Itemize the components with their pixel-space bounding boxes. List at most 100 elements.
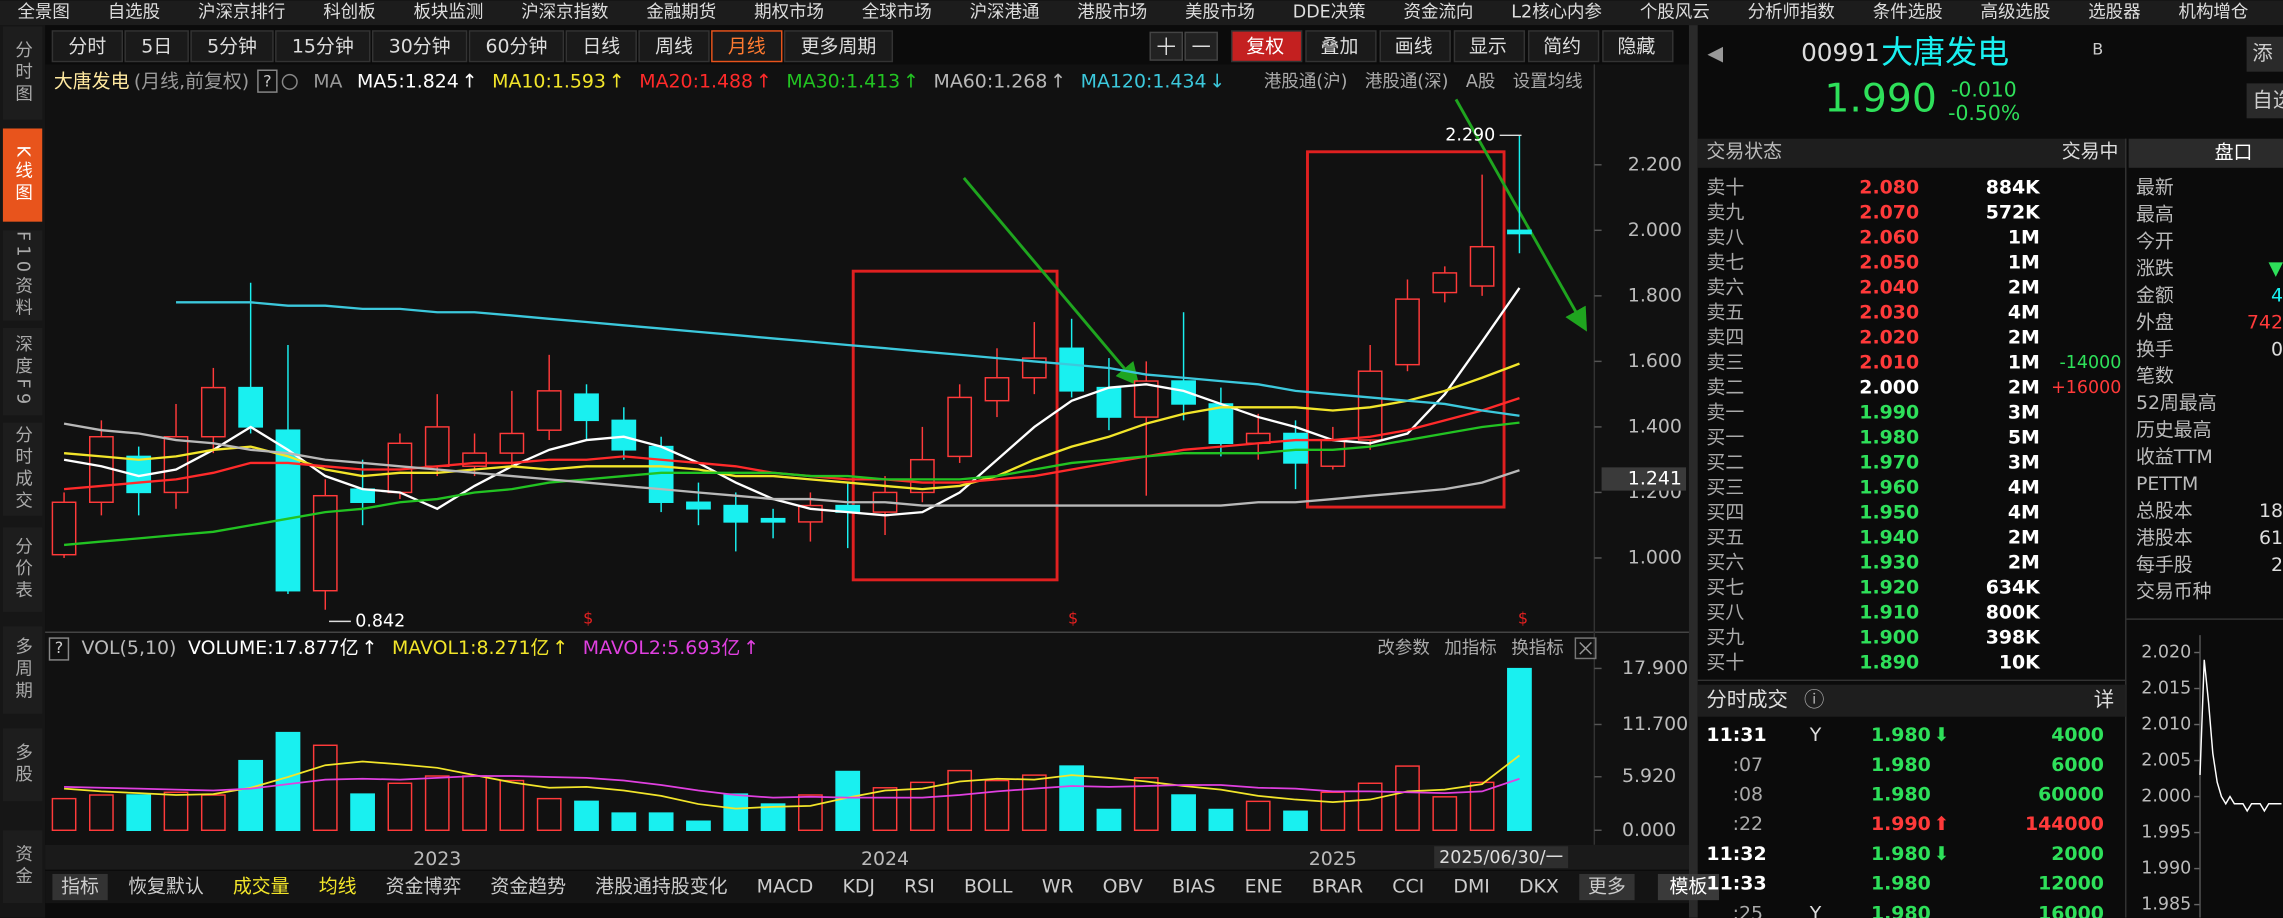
side-button[interactable] (2246, 83, 2283, 119)
header-link[interactable]: 设置均线 (1513, 72, 1583, 92)
indicator-tab[interactable]: MACD (757, 876, 814, 898)
indicator-tab[interactable]: KDJ (842, 876, 875, 898)
volume-link[interactable]: 换指标 (1511, 638, 1563, 658)
side-tab[interactable] (2, 626, 43, 714)
menu-item[interactable]: 科创板 (323, 3, 375, 23)
side-button[interactable] (2246, 36, 2283, 72)
indicator-tab[interactable]: 更多 (1588, 876, 1626, 898)
template-label[interactable]: 模板 (1670, 876, 1708, 898)
indicator-tab-box[interactable] (1579, 873, 1635, 901)
volume-link[interactable]: 改参数 (1377, 638, 1429, 658)
toolbar-button[interactable]: 显示 (1469, 35, 1507, 57)
period-tab-box[interactable] (783, 30, 894, 63)
period-tab[interactable]: 分时 (68, 35, 106, 57)
template-button[interactable] (1657, 873, 1720, 901)
indicator-tab[interactable]: WR (1042, 876, 1074, 898)
indicator-tab[interactable]: 港股通持股变化 (595, 876, 727, 898)
settings-icon[interactable] (281, 73, 298, 90)
menu-item[interactable]: 机构增仓 (2178, 3, 2248, 23)
period-tab[interactable]: 15分钟 (292, 35, 354, 57)
help-icon[interactable]: ? (263, 71, 272, 90)
period-tab[interactable]: 60分钟 (486, 35, 548, 57)
indicator-tab[interactable]: DMI (1453, 876, 1489, 898)
toolbar-box[interactable] (1231, 30, 1303, 63)
period-tab-box[interactable] (371, 30, 468, 63)
indicator-tab[interactable]: ENE (1245, 876, 1283, 898)
menu-item[interactable]: 沪深京指数 (521, 3, 608, 23)
menu-item[interactable]: 高级选股 (1981, 3, 2051, 23)
back-button[interactable]: ◀ (1707, 41, 1723, 65)
trades-info[interactable]: ⓘ (1804, 688, 1824, 712)
indicator-tab[interactable]: 恢复默认 (128, 876, 204, 898)
volume-link[interactable]: 加指标 (1444, 638, 1496, 658)
period-tab-box[interactable] (565, 30, 637, 63)
side-button-label[interactable]: 自选 (2252, 88, 2283, 112)
side-tab[interactable] (2, 728, 43, 802)
side-tab[interactable] (2, 128, 43, 222)
side-tab[interactable] (2, 527, 43, 612)
help-icon[interactable]: ? (55, 638, 64, 657)
side-tab[interactable] (2, 230, 43, 321)
close-button[interactable] (1574, 637, 1597, 660)
side-tab[interactable] (2, 422, 43, 516)
menu-item[interactable]: 美股市场 (1185, 3, 1255, 23)
toolbar-button[interactable]: 简约 (1543, 35, 1581, 57)
period-tab-box[interactable] (468, 30, 565, 63)
indicator-tab[interactable]: BRAR (1312, 876, 1363, 898)
toolbar-button[interactable]: 隐藏 (1617, 35, 1655, 57)
toolbar-box[interactable] (1305, 30, 1377, 63)
toolbar-box[interactable] (1453, 30, 1526, 63)
toolbar-button[interactable]: 画线 (1395, 35, 1433, 57)
side-button-label[interactable]: 添 (2252, 41, 2272, 65)
indicator-tab[interactable]: 指标 (61, 876, 99, 898)
period-tab-box[interactable] (711, 30, 783, 63)
indicator-tab[interactable]: BIAS (1172, 876, 1215, 898)
side-tab[interactable] (2, 327, 43, 416)
period-tab-box[interactable] (51, 30, 124, 63)
period-tab[interactable]: 更多周期 (801, 35, 877, 57)
menu-item[interactable]: 个股风云 (1640, 3, 1710, 23)
indicator-tab-box[interactable] (52, 873, 108, 901)
toolbar-box[interactable] (1602, 30, 1674, 63)
trades-detail[interactable]: 详 (2094, 688, 2114, 712)
menu-item[interactable]: 分析师指数 (1748, 3, 1835, 23)
menu-item[interactable]: 全景图 (17, 3, 69, 23)
menu-item[interactable]: 金融期货 (646, 3, 716, 23)
header-link[interactable]: A股 (1466, 72, 1495, 92)
menu-item[interactable]: L2核心内参 (1511, 3, 1602, 23)
period-tab[interactable]: 5日 (141, 35, 172, 57)
indicator-tab[interactable]: CCI (1392, 876, 1424, 898)
indicator-tab[interactable]: 成交量 (233, 876, 290, 898)
toolbar-box[interactable] (1379, 30, 1451, 63)
period-tab[interactable]: 30分钟 (389, 35, 451, 57)
period-tab[interactable]: 5分钟 (207, 35, 257, 57)
menu-item[interactable]: 选股器 (2088, 3, 2140, 23)
header-link[interactable]: 港股通(沪) (1264, 72, 1348, 92)
header-link[interactable]: 港股通(深) (1365, 72, 1449, 92)
indicator-tab[interactable]: OBV (1103, 876, 1143, 898)
indicator-tab[interactable]: 资金趋势 (490, 876, 566, 898)
side-tab[interactable] (2, 830, 43, 904)
period-tab[interactable]: 周线 (655, 35, 693, 57)
indicator-tab[interactable]: 均线 (319, 876, 357, 898)
period-tab[interactable]: 日线 (582, 35, 620, 57)
toolbar-button[interactable]: 叠加 (1321, 35, 1359, 57)
side-tab[interactable] (2, 26, 43, 120)
menu-item[interactable]: 资金流向 (1404, 3, 1474, 23)
period-tab-box[interactable] (638, 30, 710, 63)
menu-item[interactable]: 条件选股 (1873, 3, 1943, 23)
menu-item[interactable]: 期权市场 (754, 3, 824, 23)
indicator-tab[interactable]: RSI (904, 876, 935, 898)
toolbar-button[interactable]: 复权 (1246, 35, 1284, 57)
indicator-tab[interactable]: DKX (1519, 876, 1559, 898)
period-tab[interactable]: 月线 (728, 35, 766, 57)
period-tab-box[interactable] (190, 30, 274, 63)
menu-item[interactable]: 全球市场 (862, 3, 932, 23)
menu-item[interactable]: 自选股 (108, 3, 160, 23)
indicator-tab[interactable]: BOLL (964, 876, 1013, 898)
period-tab-box[interactable] (275, 30, 371, 63)
zoom-buttons[interactable] (1149, 31, 1218, 61)
menu-item[interactable]: 港股市场 (1077, 3, 1147, 23)
menu-item[interactable]: 沪深京排行 (198, 3, 285, 23)
indicator-tab[interactable]: 资金博弈 (386, 876, 462, 898)
